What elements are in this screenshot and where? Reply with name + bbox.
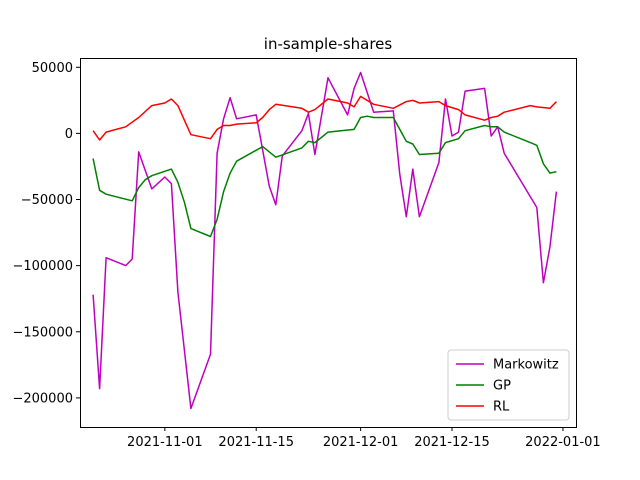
y-tick-label: −50000	[21, 193, 73, 208]
y-tick-label: −200000	[12, 391, 73, 406]
series-gp	[92, 115, 557, 238]
series-layer	[92, 71, 558, 410]
series-line-markowitz	[92, 71, 558, 410]
y-tick-label: 0	[65, 127, 73, 142]
x-tick-label: 2021-12-15	[414, 435, 490, 450]
series-rl	[92, 95, 557, 141]
x-tick-label: 2021-11-01	[127, 435, 203, 450]
legend-label-rl: RL	[493, 400, 510, 415]
x-tick-label: 2021-11-15	[218, 435, 294, 450]
y-tick-label: 50000	[32, 61, 73, 76]
x-tick-label: 2022-01-01	[525, 435, 601, 450]
legend-label-markowitz: Markowitz	[493, 358, 559, 373]
legend-box	[447, 349, 570, 421]
chart-title: in-sample-shares	[264, 35, 393, 53]
x-tick-label: 2021-12-01	[323, 435, 399, 450]
y-tick-label: −100000	[12, 259, 73, 274]
y-tick-label: −150000	[12, 325, 73, 340]
legend-label-gp: GP	[493, 379, 511, 394]
ticks-layer: 2021-11-01 2021-11-15 2021-12-01 2021-12-15…	[12, 61, 600, 450]
plot-frame	[80, 58, 577, 428]
series-line-rl	[92, 95, 557, 141]
series-markowitz	[92, 71, 558, 410]
legend: Markowitz GP RL	[447, 349, 570, 421]
series-line-gp	[92, 115, 557, 238]
